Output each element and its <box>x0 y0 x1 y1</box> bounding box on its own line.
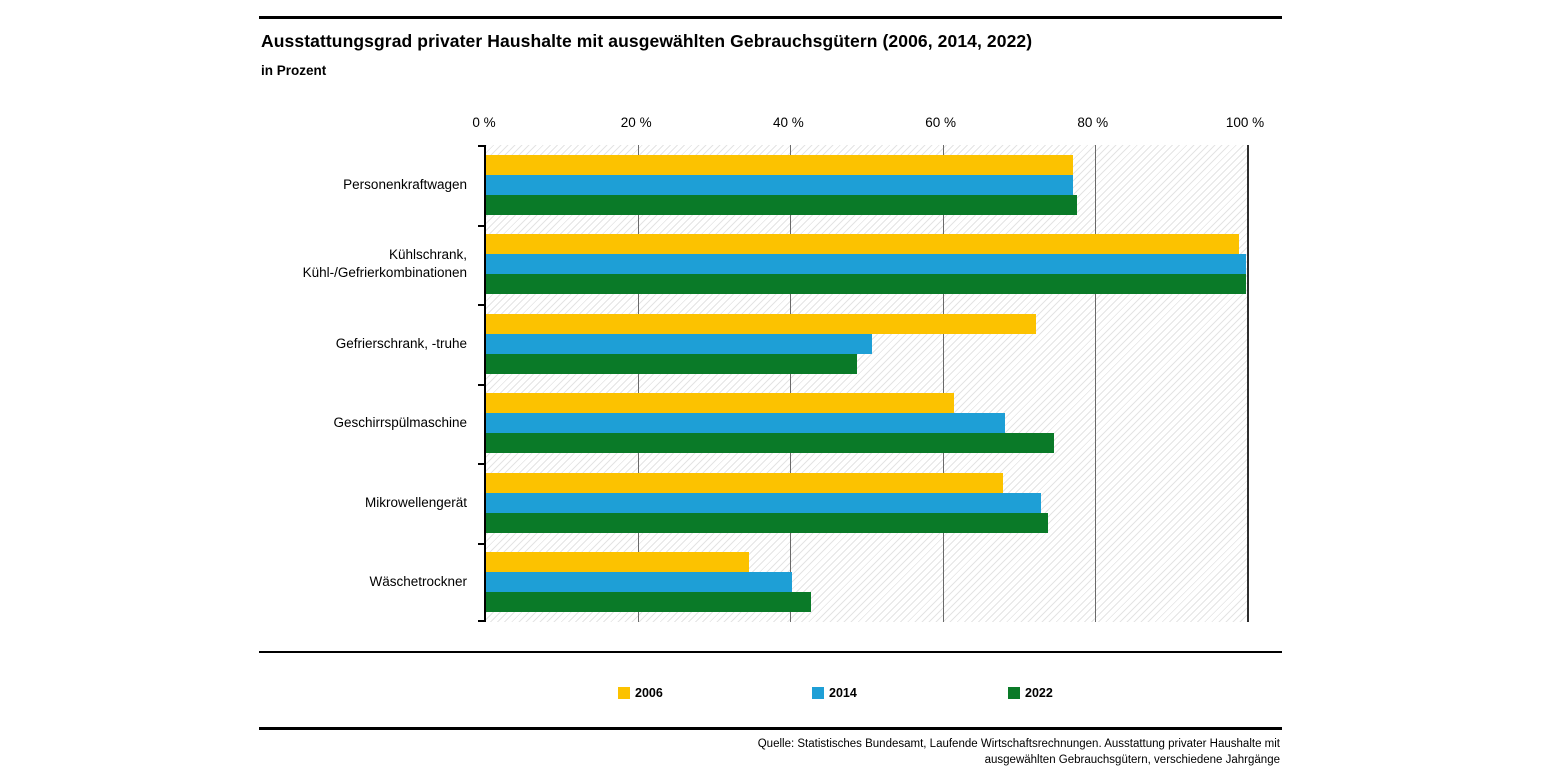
y-axis-tick <box>478 463 486 465</box>
bar-2022 <box>486 433 1055 454</box>
bar-2014 <box>486 174 1074 195</box>
category-label: Geschirrspülmaschine <box>333 415 467 431</box>
category-labels: Personenkraftwagen Kühlschrank, Kühl-/Gef… <box>259 145 467 622</box>
x-axis-tick-labels: 0 % 20 % 40 % 60 % 80 % 100 % <box>472 115 1264 133</box>
legend-label: 2006 <box>635 686 663 700</box>
category-label: Wäschetrockner <box>369 574 467 590</box>
category-label: Kühlschrank, Kühl-/Gefrierkombinationen <box>302 247 467 281</box>
top-rule <box>259 16 1282 19</box>
gridline <box>790 145 792 622</box>
bar-2006 <box>486 393 954 414</box>
x-tick-label: 0 % <box>472 115 496 130</box>
bar-2014 <box>486 254 1247 275</box>
category-label: Mikrowellengerät <box>364 494 467 510</box>
source-line-2: ausgewählten Gebrauchsgütern, verschiede… <box>984 754 1280 766</box>
x-tick-label: 100 % <box>1225 115 1265 130</box>
y-axis-tick <box>478 224 486 227</box>
bar-2022 <box>486 592 811 613</box>
bar-2006 <box>486 234 1239 255</box>
x-tick-label: 60 % <box>925 115 956 130</box>
legend-swatch <box>812 687 824 699</box>
bar-2006 <box>486 552 749 573</box>
gridline <box>638 145 640 622</box>
legend-swatch <box>1008 687 1020 699</box>
bar-2006 <box>486 154 1073 175</box>
x-tick-label: 40 % <box>773 115 804 130</box>
y-axis-tick <box>478 145 486 147</box>
bar-2022 <box>486 353 857 374</box>
bar-2022 <box>486 274 1247 295</box>
x-tick-label: 20 % <box>620 115 652 130</box>
gridline <box>1094 145 1096 622</box>
legend-label: 2014 <box>829 686 857 700</box>
bar-2014 <box>486 492 1041 513</box>
bar-2006 <box>486 472 1004 493</box>
source-line-1: Quelle: Statistisches Bundesamt, Laufend… <box>757 738 1280 750</box>
legend-item-2006: 2006 <box>618 686 663 700</box>
plot-area <box>478 145 1249 622</box>
footer-rule <box>259 727 1282 730</box>
category-label: Personenkraftwagen <box>343 176 467 192</box>
bar-2022 <box>486 194 1078 215</box>
gridline <box>942 145 944 622</box>
legend-item-2014: 2014 <box>812 686 857 700</box>
legend-label: 2022 <box>1025 686 1053 700</box>
legend: 2006 2014 2022 <box>259 686 1282 706</box>
legend-swatch <box>618 687 630 699</box>
bar-2014 <box>486 572 792 593</box>
chart-content: Ausstattungsgrad privater Haushalte mit … <box>259 0 1282 775</box>
chart-title: Ausstattungsgrad privater Haushalte mit … <box>261 31 1033 51</box>
chart-subtitle: in Prozent <box>261 63 327 78</box>
y-axis-tick <box>478 304 486 306</box>
source-note: Quelle: Statistisches Bundesamt, Laufend… <box>758 736 1280 768</box>
y-axis-tick <box>478 620 486 622</box>
bar-2006 <box>486 313 1037 334</box>
bar-2014 <box>486 333 872 354</box>
legend-divider-rule <box>259 651 1282 653</box>
y-axis-tick <box>478 383 486 386</box>
bar-2014 <box>486 413 1005 434</box>
category-label: Gefrierschrank, -truhe <box>335 335 467 351</box>
x-tick-label: 80 % <box>1077 115 1109 130</box>
y-axis-tick <box>478 542 486 545</box>
legend-item-2022: 2022 <box>1008 686 1053 700</box>
bar-2022 <box>486 512 1048 533</box>
